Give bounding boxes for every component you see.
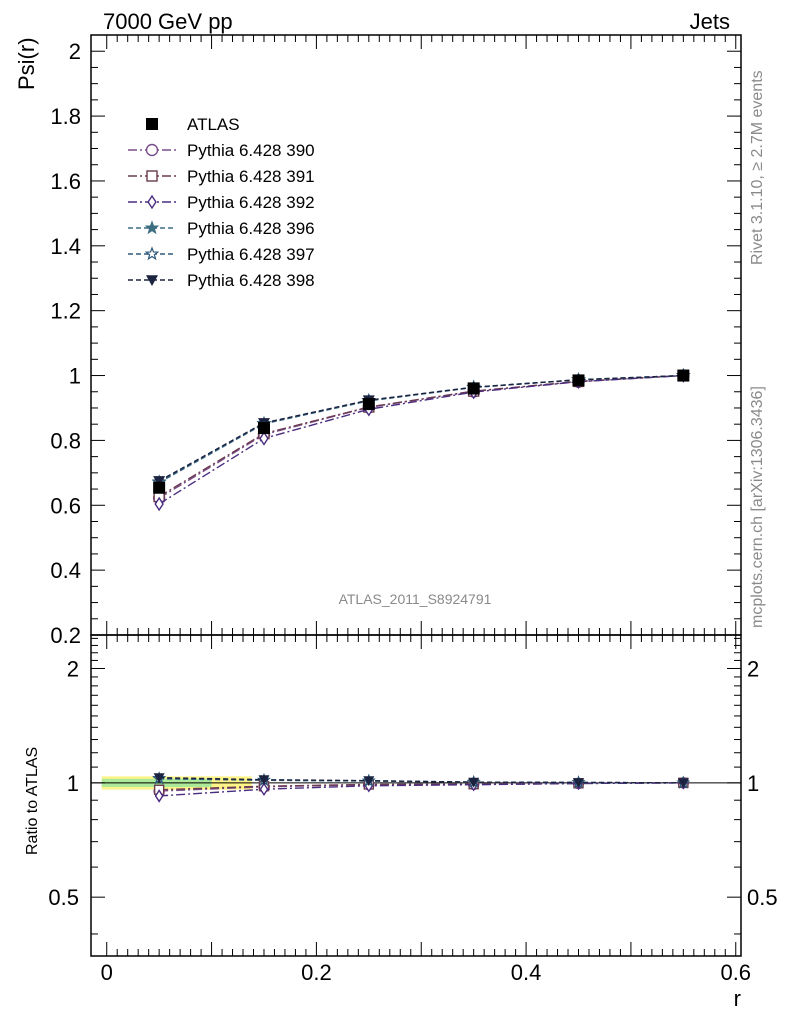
data-point — [468, 777, 480, 788]
legend-entry: Pythia 6.428 397 — [128, 245, 315, 264]
data-point — [153, 481, 166, 494]
ratio-y-axis-title: Ratio to ATLAS — [24, 747, 41, 855]
data-point — [573, 778, 584, 788]
main-y-tick-label: 1.2 — [50, 299, 81, 324]
x-tick-label: 0.6 — [720, 960, 751, 985]
series-line — [158, 374, 684, 484]
analysis-watermark: ATLAS_2011_S8924791 — [339, 591, 492, 607]
series-ratio-line — [159, 782, 684, 797]
series-main-pythia-6-428-397 — [151, 367, 691, 489]
main-y-axis-title: Psi(r) — [14, 37, 39, 90]
data-point — [363, 776, 375, 787]
legend-entry: Pythia 6.428 396 — [128, 219, 315, 238]
series-ratio-line — [159, 782, 684, 791]
data-point — [144, 220, 160, 235]
data-point — [259, 431, 269, 446]
x-tick-label: 0 — [101, 960, 113, 985]
data-point — [153, 773, 165, 784]
legend-label: Pythia 6.428 396 — [187, 219, 315, 238]
legend-label: Pythia 6.428 397 — [187, 245, 315, 264]
ratio-series-layer — [152, 771, 691, 803]
data-point — [259, 782, 269, 797]
main-y-tick-label: 0.6 — [50, 493, 81, 518]
series-line — [158, 374, 684, 505]
series-main-pythia-6-428-390 — [152, 369, 690, 505]
data-point — [572, 374, 585, 387]
data-point — [146, 275, 158, 286]
series-main-pythia-6-428-398 — [153, 370, 690, 487]
x-tick-labels: 0 0.2 0.4 0.6 — [101, 35, 751, 985]
data-point — [154, 789, 164, 803]
x-tick-label: 0.4 — [511, 960, 542, 985]
legend-entry: Pythia 6.428 392 — [128, 193, 315, 212]
series-main-pythia-6-428-396 — [151, 367, 691, 489]
series-main-pythia-6-428-391 — [153, 369, 690, 503]
ratio-y-tick-label: 0.5 — [48, 885, 79, 910]
main-y-tick-label: 1.4 — [50, 234, 81, 259]
main-y-tick-label: 1.6 — [50, 169, 81, 194]
data-point — [467, 382, 480, 395]
data-point — [677, 778, 689, 789]
main-y-tick-labels: 0.2 0.4 0.6 0.8 1 1.2 1.4 1.6 1.8 2 — [50, 34, 741, 648]
legend-label: Pythia 6.428 392 — [187, 193, 315, 212]
ratio-y-tick-labels: 0.5 0.5 1 1 2 2 — [48, 637, 778, 935]
legend-entry: Pythia 6.428 391 — [128, 167, 315, 186]
x-axis-title: r — [734, 986, 741, 1011]
legend-label: Pythia 6.428 391 — [187, 167, 315, 186]
ratio-y-tick-label: 2 — [67, 656, 79, 681]
main-y-tick-label: 1 — [69, 364, 81, 389]
legend-label: Pythia 6.428 390 — [187, 141, 315, 160]
header-left-label: 7000 GeV pp — [103, 9, 233, 34]
ratio-panel-frame — [90, 634, 742, 957]
data-point — [362, 398, 375, 411]
ratio-y-tick-label-right: 2 — [747, 656, 759, 681]
legend-label: ATLAS — [187, 115, 240, 134]
main-y-tick-label: 2 — [69, 39, 81, 64]
series-ratio-line — [159, 776, 684, 784]
main-y-tick-label: 1.8 — [50, 104, 81, 129]
data-point — [153, 476, 166, 487]
ratio-y-tick-label-right: 0.5 — [747, 885, 778, 910]
data-point — [145, 143, 159, 157]
legend-label: Pythia 6.428 398 — [187, 271, 315, 290]
ratio-frame-rect — [90, 634, 742, 957]
main-y-tick-label: 0.8 — [50, 428, 81, 453]
mcplots-reference-label: mcplots.cern.ch [arXiv:1306.3436] — [749, 386, 766, 628]
x-tick-label: 0.2 — [301, 960, 332, 985]
series-ratio-pythia-6-428-398 — [153, 773, 689, 789]
data-point — [258, 775, 270, 786]
legend: ATLAS Pythia 6.428 390 Pythia 6.428 391 Pyt… — [128, 115, 315, 290]
ratio-y-tick-label: 1 — [67, 771, 79, 796]
data-point — [146, 170, 158, 182]
rivet-version-label: Rivet 3.1.10, ≥ 2.7M events — [749, 70, 766, 265]
data-point — [154, 496, 164, 512]
legend-entry: Pythia 6.428 390 — [128, 141, 315, 160]
ratio-y-tick-label-right: 1 — [747, 771, 759, 796]
header-right-label: Jets — [690, 9, 730, 34]
legend-entry: Pythia 6.428 398 — [128, 271, 315, 290]
data-point — [144, 246, 160, 261]
data-point — [677, 369, 690, 382]
legend-entry: ATLAS — [146, 115, 240, 134]
data-point — [257, 422, 270, 435]
data-point — [147, 194, 157, 210]
series-line — [158, 374, 684, 482]
series-main-atlas — [153, 369, 690, 494]
main-series-layer — [151, 367, 691, 512]
main-y-tick-label: 0.4 — [50, 558, 81, 583]
series-main-pythia-6-428-392 — [154, 368, 689, 512]
series-line — [158, 374, 684, 483]
data-point — [146, 118, 158, 130]
main-y-tick-label: 0.2 — [50, 623, 81, 648]
